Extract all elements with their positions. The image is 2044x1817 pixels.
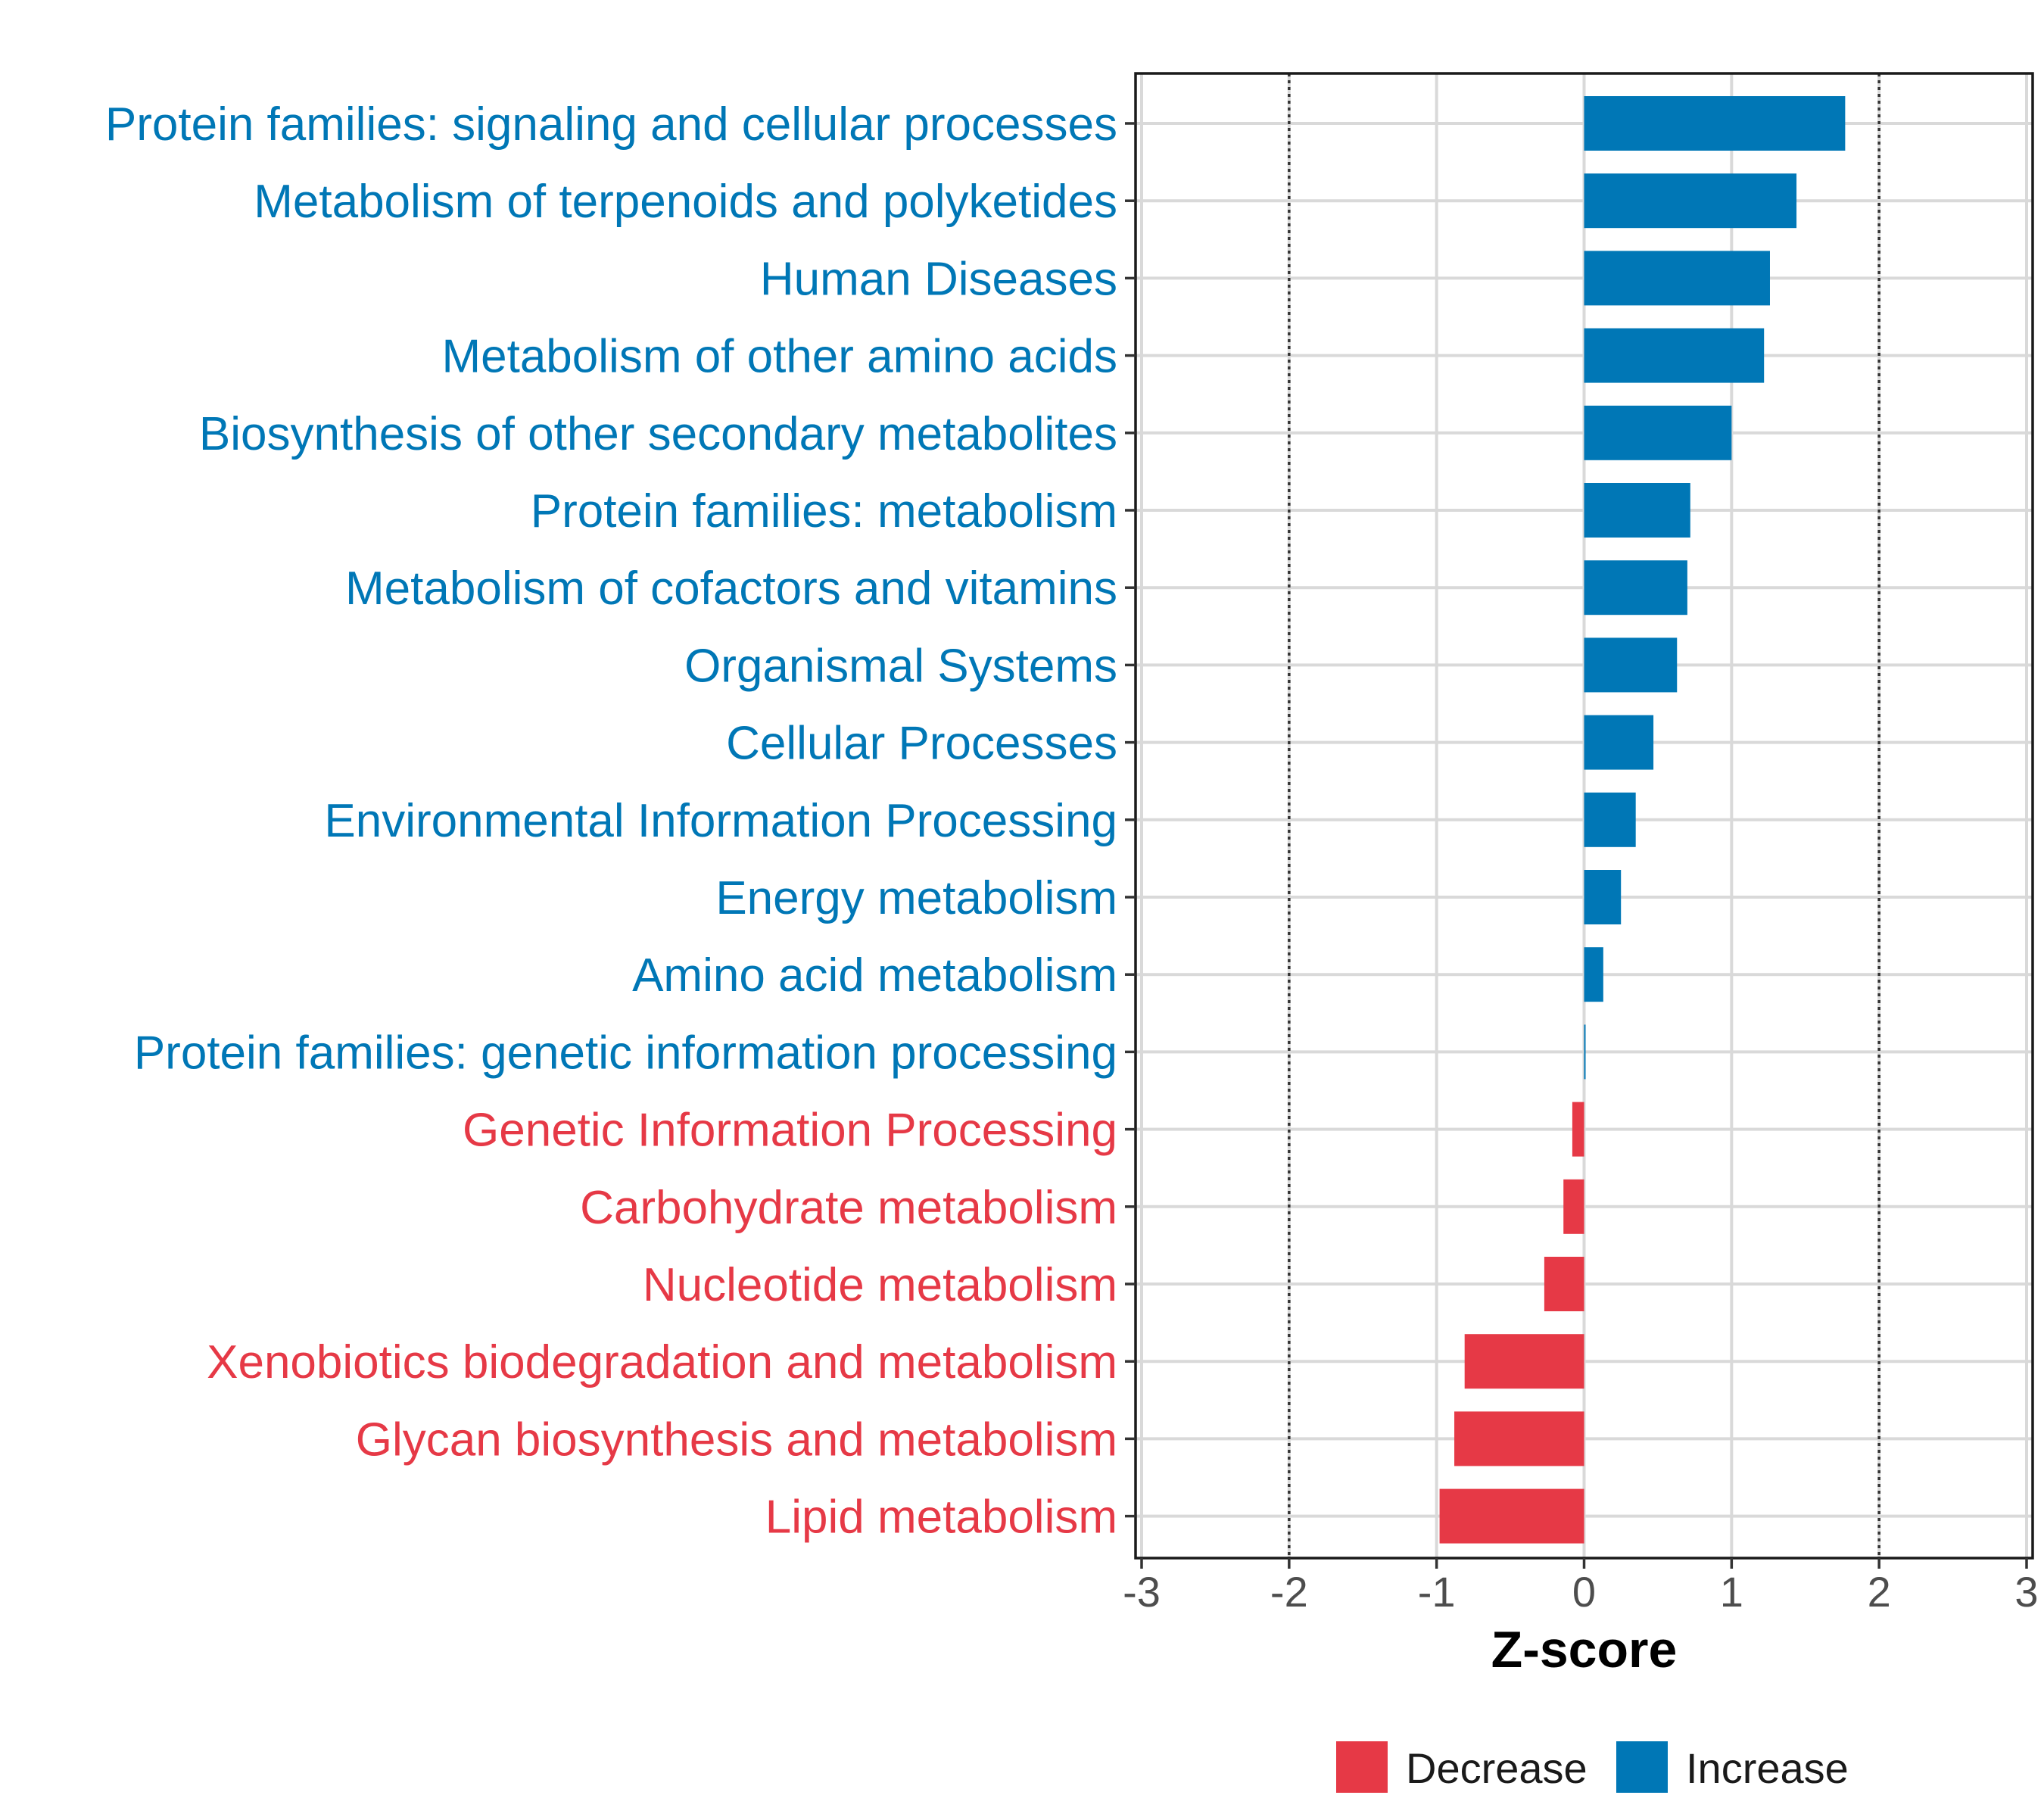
category-label: Protein families: metabolism bbox=[531, 485, 1117, 538]
category-label: Glycan biosynthesis and metabolism bbox=[356, 1413, 1117, 1466]
legend-label-decrease: Decrease bbox=[1406, 1744, 1588, 1792]
x-tick-label: 2 bbox=[1868, 1568, 1891, 1616]
category-label: Metabolism of cofactors and vitamins bbox=[345, 563, 1117, 615]
category-label: Amino acid metabolism bbox=[632, 949, 1117, 1002]
x-tick-label: 1 bbox=[1720, 1568, 1743, 1616]
bar-10 bbox=[1584, 870, 1622, 924]
bar-0 bbox=[1584, 96, 1846, 151]
category-label: Protein families: genetic information pr… bbox=[134, 1027, 1117, 1079]
category-label: Energy metabolism bbox=[715, 872, 1117, 924]
category-label: Cellular Processes bbox=[726, 718, 1117, 770]
bar-2 bbox=[1584, 251, 1770, 306]
x-tick-label: -2 bbox=[1270, 1568, 1308, 1616]
x-tick-label: -1 bbox=[1418, 1568, 1456, 1616]
bar-11 bbox=[1584, 947, 1603, 1002]
x-tick-label: 0 bbox=[1572, 1568, 1596, 1616]
category-label: Environmental Information Processing bbox=[324, 795, 1117, 847]
bar-17 bbox=[1454, 1411, 1584, 1466]
bar-1 bbox=[1584, 173, 1797, 229]
x-tick-label: 3 bbox=[2014, 1568, 2038, 1616]
bar-3 bbox=[1584, 328, 1765, 383]
category-label: Metabolism of other amino acids bbox=[441, 331, 1117, 383]
category-label: Biosynthesis of other secondary metaboli… bbox=[199, 408, 1117, 460]
bar-8 bbox=[1584, 715, 1654, 770]
category-label: Organismal Systems bbox=[684, 640, 1117, 692]
category-labels: Protein families: signaling and cellular… bbox=[105, 98, 1136, 1544]
bar-layer bbox=[1439, 96, 1846, 1544]
legend-key-increase bbox=[1616, 1741, 1668, 1793]
bar-15 bbox=[1544, 1257, 1584, 1311]
bar-5 bbox=[1584, 483, 1690, 538]
bar-18 bbox=[1439, 1488, 1584, 1544]
category-label: Protein families: signaling and cellular… bbox=[105, 98, 1117, 151]
bar-14 bbox=[1563, 1179, 1584, 1234]
bar-7 bbox=[1584, 637, 1678, 693]
category-label: Nucleotide metabolism bbox=[643, 1259, 1117, 1311]
category-label: Metabolism of terpenoids and polyketides bbox=[254, 176, 1117, 228]
category-label: Human Diseases bbox=[760, 253, 1117, 305]
bar-4 bbox=[1584, 405, 1732, 460]
x-axis-ticks: -3 -2 -1 0 1 2 3 bbox=[1123, 1558, 2039, 1616]
category-label: Carbohydrate metabolism bbox=[580, 1182, 1117, 1234]
bar-12 bbox=[1584, 1024, 1586, 1080]
x-tick-label: -3 bbox=[1123, 1568, 1161, 1616]
category-label: Genetic Information Processing bbox=[463, 1105, 1117, 1157]
legend-key-decrease bbox=[1336, 1741, 1388, 1793]
legend-label-increase: Increase bbox=[1686, 1744, 1849, 1792]
category-label: Lipid metabolism bbox=[765, 1491, 1117, 1544]
bar-9 bbox=[1584, 792, 1636, 847]
bar-16 bbox=[1464, 1334, 1584, 1389]
x-axis-title: Z-score bbox=[1491, 1621, 1678, 1678]
bar-13 bbox=[1572, 1102, 1584, 1157]
legend: Decrease Increase bbox=[1336, 1741, 1849, 1793]
bar-6 bbox=[1584, 560, 1687, 616]
category-label: Xenobiotics biodegradation and metabolis… bbox=[207, 1336, 1117, 1388]
